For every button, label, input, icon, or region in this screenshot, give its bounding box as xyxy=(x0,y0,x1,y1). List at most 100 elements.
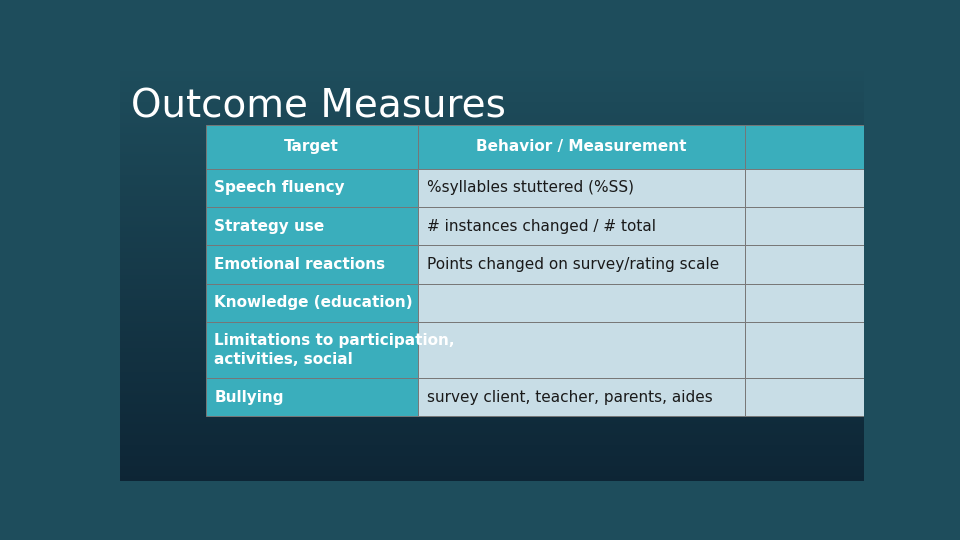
Bar xyxy=(120,127,864,129)
Bar xyxy=(120,192,864,194)
Bar xyxy=(120,335,864,337)
Bar xyxy=(120,379,864,381)
Bar xyxy=(120,94,864,96)
Bar xyxy=(120,133,864,136)
Bar xyxy=(205,322,418,378)
Bar xyxy=(120,136,864,138)
Bar xyxy=(120,393,864,395)
Bar xyxy=(120,368,864,370)
Bar xyxy=(120,285,864,287)
Bar xyxy=(120,402,864,404)
Bar xyxy=(120,225,864,227)
Bar xyxy=(120,395,864,397)
Bar xyxy=(120,214,864,217)
Bar xyxy=(205,284,418,322)
Bar xyxy=(120,385,864,387)
Bar xyxy=(120,327,864,329)
Bar xyxy=(120,160,864,163)
Bar xyxy=(120,349,864,352)
Text: Behavior / Measurement: Behavior / Measurement xyxy=(476,139,686,154)
Bar xyxy=(120,229,864,231)
Bar xyxy=(418,378,745,416)
Bar xyxy=(120,412,864,414)
Bar xyxy=(120,150,864,152)
Bar xyxy=(120,208,864,210)
Bar xyxy=(120,154,864,156)
Bar xyxy=(120,333,864,335)
Bar xyxy=(120,449,864,451)
Bar xyxy=(120,433,864,435)
Bar xyxy=(120,339,864,341)
Bar xyxy=(120,456,864,458)
Bar xyxy=(120,404,864,406)
Bar xyxy=(120,427,864,429)
Text: Speech fluency: Speech fluency xyxy=(214,180,345,195)
Bar xyxy=(745,322,876,378)
Bar xyxy=(120,360,864,362)
Bar xyxy=(120,244,864,246)
Bar xyxy=(120,295,864,298)
Text: Emotional reactions: Emotional reactions xyxy=(214,257,386,272)
Bar xyxy=(120,389,864,391)
Bar xyxy=(120,316,864,319)
Bar xyxy=(120,239,864,241)
Bar xyxy=(120,185,864,187)
Bar xyxy=(120,306,864,308)
Bar xyxy=(120,435,864,437)
Bar xyxy=(120,418,864,420)
Bar xyxy=(120,304,864,306)
Bar xyxy=(120,113,864,114)
Bar xyxy=(120,246,864,248)
Bar xyxy=(120,196,864,198)
Bar xyxy=(120,241,864,244)
Bar xyxy=(120,90,864,92)
Bar xyxy=(120,117,864,119)
Bar xyxy=(120,319,864,321)
Bar xyxy=(120,420,864,422)
Bar xyxy=(120,439,864,441)
Bar xyxy=(120,308,864,310)
Bar xyxy=(120,227,864,229)
Bar xyxy=(120,370,864,373)
Bar xyxy=(120,298,864,300)
Bar xyxy=(120,451,864,454)
Bar xyxy=(120,206,864,208)
Bar xyxy=(745,125,876,168)
Bar xyxy=(120,102,864,104)
Bar xyxy=(120,219,864,221)
Bar xyxy=(120,175,864,177)
Bar xyxy=(120,458,864,460)
Bar xyxy=(120,377,864,379)
Bar xyxy=(120,346,864,348)
Bar xyxy=(120,283,864,285)
Bar xyxy=(120,146,864,148)
Bar xyxy=(120,462,864,464)
Text: Knowledge (education): Knowledge (education) xyxy=(214,295,413,310)
Bar xyxy=(205,378,418,416)
Bar xyxy=(120,364,864,366)
Bar xyxy=(120,381,864,383)
Bar xyxy=(120,165,864,167)
Bar xyxy=(120,391,864,393)
Bar xyxy=(120,204,864,206)
Bar xyxy=(120,352,864,354)
Bar xyxy=(120,375,864,377)
Bar xyxy=(120,292,864,294)
Bar xyxy=(120,466,864,468)
Bar xyxy=(120,144,864,146)
Bar xyxy=(120,356,864,358)
Bar xyxy=(120,441,864,443)
Bar xyxy=(120,158,864,160)
Bar xyxy=(120,258,864,260)
Bar xyxy=(120,67,864,69)
Text: Bullying: Bullying xyxy=(214,389,284,404)
Bar xyxy=(120,119,864,121)
Bar xyxy=(120,84,864,85)
Bar xyxy=(120,221,864,223)
Bar xyxy=(120,177,864,179)
Bar xyxy=(120,223,864,225)
Bar xyxy=(120,98,864,100)
Bar xyxy=(120,289,864,292)
Bar xyxy=(120,472,864,474)
Bar xyxy=(120,271,864,273)
